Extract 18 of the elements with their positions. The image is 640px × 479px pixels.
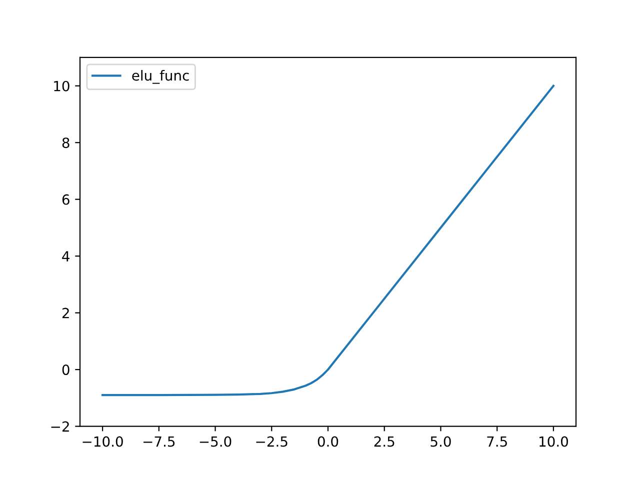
y-tick-label: −2: [51, 421, 69, 432]
x-tick-label: 0.0: [318, 436, 338, 447]
y-tick-label: 4: [62, 251, 70, 262]
x-tick-label: 5.0: [430, 436, 451, 447]
x-tick-label: −10.0: [82, 436, 123, 447]
y-tick-label: 10: [54, 80, 70, 92]
y-tick-label: 2: [62, 308, 69, 318]
y-tick-label: 8: [62, 138, 70, 148]
x-tick-label: −7.5: [144, 436, 175, 447]
x-tick-label: 7.5: [487, 436, 507, 447]
x-tick-label: −2.5: [256, 436, 288, 447]
y-tick-label: 6: [62, 194, 70, 205]
x-tick-label: −5.0: [200, 436, 232, 447]
x-tick-label: 10.0: [540, 436, 568, 447]
legend-label: elu_func: [132, 70, 189, 84]
x-tick-label: 2.5: [374, 436, 394, 447]
y-tick-label: 0: [62, 364, 70, 376]
line-series: [102, 84, 554, 396]
